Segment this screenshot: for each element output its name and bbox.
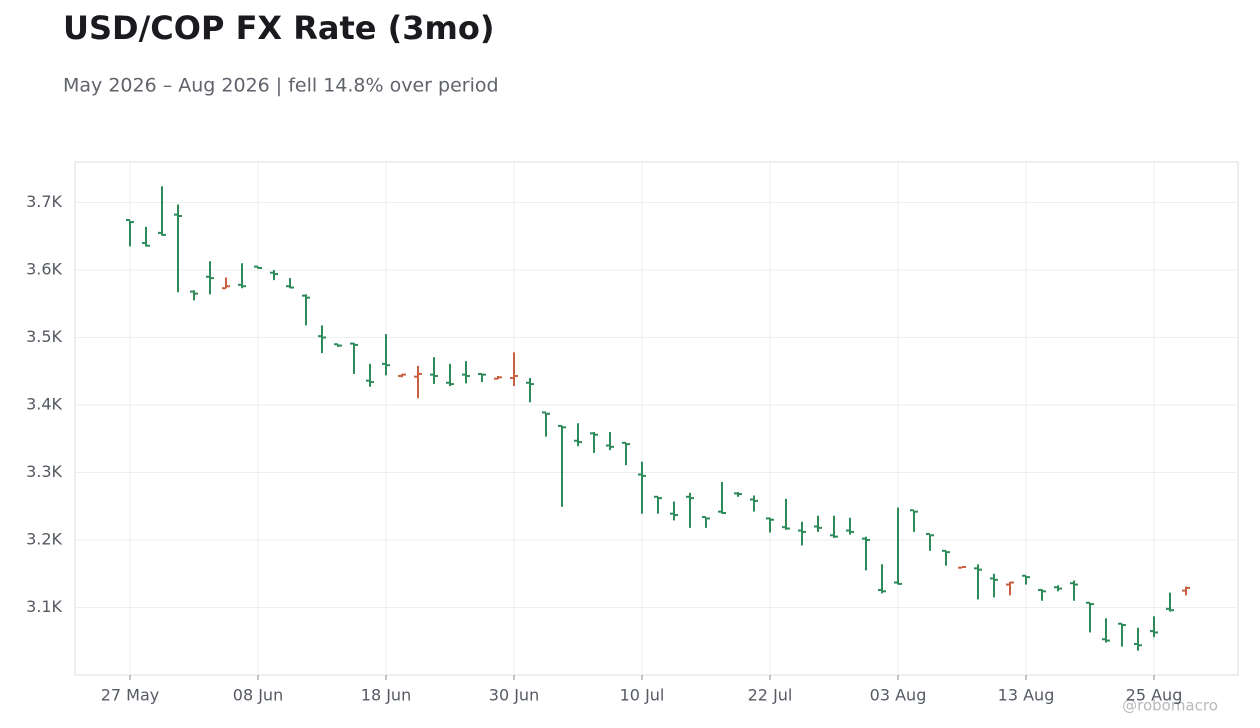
x-tick-label: 22 Jul [748,686,793,705]
x-tick-label: 18 Jun [361,686,411,705]
y-tick-label: 3.7K [26,192,62,211]
y-tick-label: 3.3K [26,462,62,481]
x-tick-label: 03 Aug [870,686,927,705]
y-tick-label: 3.2K [26,530,62,549]
chart-subtitle: May 2026 – Aug 2026 | fell 14.8% over pe… [63,75,499,97]
x-tick-label: 13 Aug [998,686,1055,705]
watermark: @robomacro [1122,697,1218,715]
y-tick-label: 3.1K [26,597,62,616]
chart-title: USD/COP FX Rate (3mo) [63,9,494,47]
plot-frame [74,161,1239,676]
y-tick-label: 3.6K [26,260,62,279]
x-tick-label: 27 May [101,686,160,705]
x-tick-label: 30 Jun [489,686,539,705]
x-tick-label: 10 Jul [620,686,665,705]
y-tick-label: 3.5K [26,327,62,346]
x-tick-label: 08 Jun [233,686,283,705]
x-tick-label: 25 Aug [1126,686,1183,705]
y-tick-label: 3.4K [26,395,62,414]
